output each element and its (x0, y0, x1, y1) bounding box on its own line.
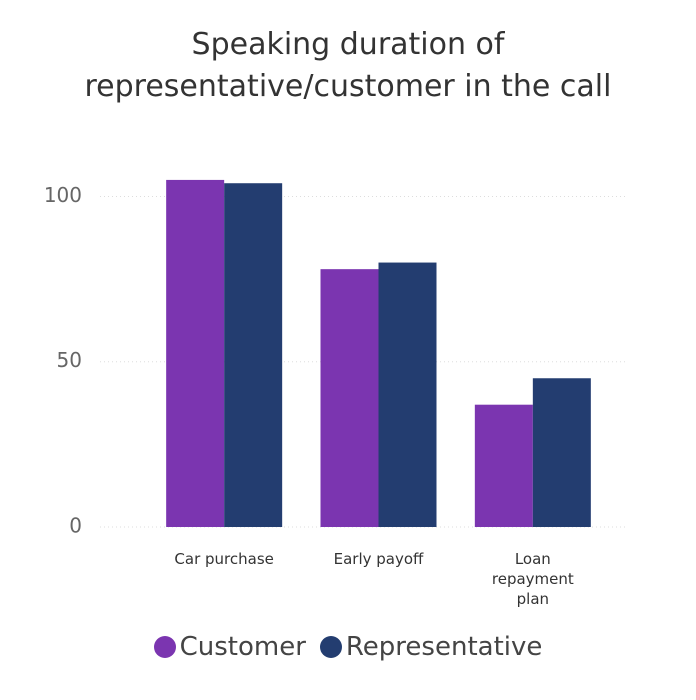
bar (224, 183, 283, 527)
legend-swatch (153, 636, 176, 658)
bar (320, 269, 379, 527)
x-tick-label: Loan repayment plan (491, 550, 574, 608)
y-tick-label: 0 (69, 514, 82, 538)
legend-swatch (319, 636, 342, 658)
y-tick-label: 50 (57, 348, 82, 372)
x-tick-label: Car purchase (174, 550, 274, 568)
bar (378, 262, 437, 527)
y-tick-label: 100 (44, 183, 82, 207)
legend-item: Representative (319, 632, 543, 662)
bar (166, 179, 225, 527)
legend: Customer Representative (0, 632, 696, 662)
bar (474, 404, 533, 527)
legend-label: Representative (345, 632, 543, 662)
legend-label: Customer (179, 632, 306, 662)
bar (532, 378, 591, 527)
legend-item: Customer (153, 632, 306, 662)
x-tick-label: Early payoff (333, 550, 424, 568)
chart-title: Speaking duration of representative/cust… (84, 27, 612, 104)
